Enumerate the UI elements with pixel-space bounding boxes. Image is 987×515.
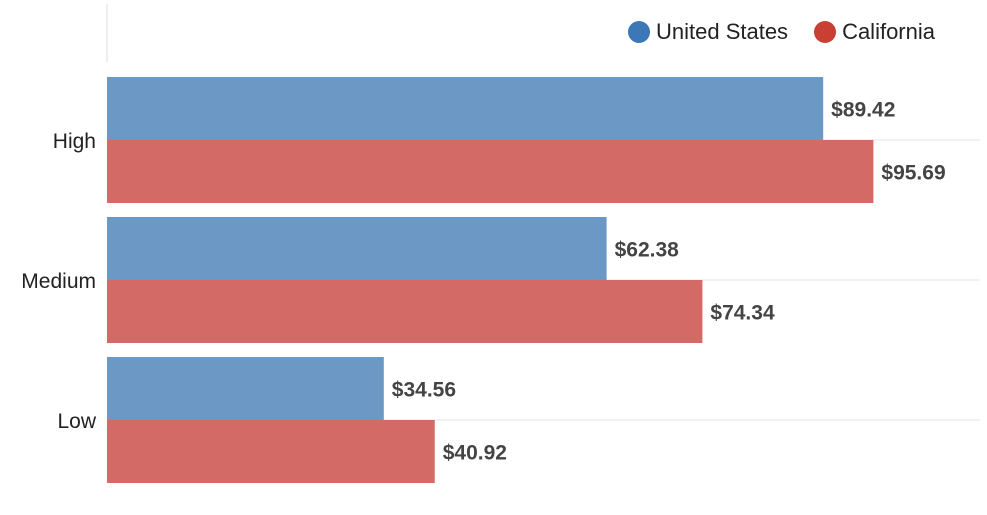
data-label: $62.38 <box>615 239 680 262</box>
legend-swatch-united-states <box>627 21 650 43</box>
legend: United States California <box>627 19 935 45</box>
bar-california-high[interactable] <box>107 140 874 203</box>
bar-united-states-medium[interactable] <box>107 217 607 280</box>
bar-california-low[interactable] <box>107 420 435 483</box>
bar-california-medium[interactable] <box>107 280 703 343</box>
data-label: $74.34 <box>710 302 775 325</box>
legend-label-california: California <box>842 19 935 44</box>
data-label: $95.69 <box>881 162 945 185</box>
y-tick-label-medium: Medium <box>21 270 96 293</box>
data-label: $89.42 <box>831 99 895 122</box>
y-tick-label-low: Low <box>57 410 96 433</box>
legend-item-united-states[interactable]: United States <box>627 19 789 45</box>
data-label: $40.92 <box>443 442 507 465</box>
bar-united-states-high[interactable] <box>107 77 824 140</box>
legend-label-united-states: United States <box>655 19 789 44</box>
y-tick-label-high: High <box>53 130 96 153</box>
data-label: $34.56 <box>392 379 456 402</box>
bar-united-states-low[interactable] <box>107 357 384 420</box>
legend-swatch-california <box>814 21 837 43</box>
legend-item-california[interactable]: California <box>814 19 935 45</box>
